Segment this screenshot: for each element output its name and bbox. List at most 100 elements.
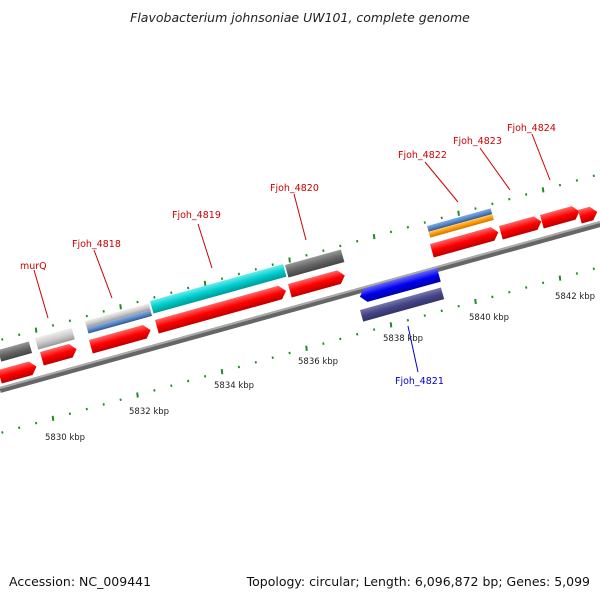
gene-bar bbox=[35, 327, 75, 350]
major-tick bbox=[136, 392, 139, 398]
tick-track-lower bbox=[1, 267, 595, 434]
gene-label: Fjoh_4819 bbox=[172, 210, 221, 221]
minor-tick bbox=[34, 421, 38, 425]
minor-tick bbox=[153, 296, 156, 299]
minor-tick bbox=[575, 179, 579, 182]
scale-label: 5830 kbp bbox=[45, 433, 85, 443]
minor-tick bbox=[423, 314, 426, 317]
minor-tick bbox=[423, 221, 426, 224]
major-tick bbox=[389, 322, 393, 328]
minor-tick bbox=[85, 314, 88, 318]
cds-arrow bbox=[499, 216, 542, 240]
minor-tick bbox=[389, 230, 393, 234]
major-tick bbox=[119, 304, 122, 310]
major-tick bbox=[558, 275, 562, 281]
major-tick bbox=[203, 280, 207, 286]
minor-tick bbox=[322, 249, 325, 252]
minor-tick bbox=[541, 281, 545, 285]
minor-tick bbox=[102, 403, 105, 406]
major-tick bbox=[34, 327, 38, 333]
major-tick bbox=[457, 210, 460, 216]
cds-arrow bbox=[155, 285, 286, 334]
minor-tick bbox=[508, 290, 511, 294]
minor-tick bbox=[119, 398, 122, 402]
minor-tick bbox=[203, 375, 207, 378]
minor-tick bbox=[271, 263, 274, 266]
cds-arrow bbox=[540, 206, 580, 229]
major-tick bbox=[220, 369, 224, 375]
gene-label: murQ bbox=[20, 261, 47, 272]
scale-label: 5836 kbp bbox=[298, 357, 338, 367]
gene-callouts: murQ Fjoh_4818 Fjoh_4819 Fjoh_4820 Fjoh_… bbox=[20, 123, 556, 387]
cds-arrow bbox=[430, 227, 499, 258]
minor-tick bbox=[592, 267, 595, 271]
gene-label: Fjoh_4824 bbox=[507, 123, 556, 134]
cds-arrow bbox=[578, 206, 598, 224]
minor-tick bbox=[592, 174, 595, 178]
minor-tick bbox=[68, 412, 72, 416]
scale-label: 5832 kbp bbox=[129, 407, 169, 417]
cds-arrow bbox=[0, 361, 37, 384]
accession-text: Accession: NC_009441 bbox=[9, 574, 152, 589]
minor-tick bbox=[339, 244, 342, 248]
scale-labels: 5830 kbp 5832 kbp 5834 kbp 5836 kbp 5838… bbox=[45, 292, 595, 443]
gene-label: Fjoh_4821 bbox=[395, 376, 444, 387]
minor-tick bbox=[136, 300, 139, 304]
minor-tick bbox=[406, 225, 410, 229]
minor-tick bbox=[372, 328, 376, 331]
backbone bbox=[0, 221, 600, 393]
minor-tick bbox=[1, 338, 4, 341]
minor-tick bbox=[102, 310, 105, 313]
gene-label: Fjoh_4820 bbox=[270, 183, 319, 194]
minor-tick bbox=[170, 384, 173, 388]
tick-track-upper bbox=[1, 174, 595, 341]
minor-tick bbox=[322, 342, 325, 345]
minor-tick bbox=[288, 351, 291, 355]
minor-tick bbox=[558, 183, 562, 187]
minor-tick bbox=[356, 332, 359, 336]
minor-tick bbox=[440, 309, 443, 313]
minor-tick bbox=[1, 431, 4, 434]
major-tick bbox=[541, 187, 545, 193]
minor-tick bbox=[271, 356, 274, 359]
minor-tick bbox=[51, 324, 55, 327]
minor-tick bbox=[474, 207, 477, 210]
major-tick bbox=[288, 257, 291, 263]
minor-tick bbox=[220, 277, 224, 280]
reverse-features bbox=[359, 268, 445, 322]
misc-feature-bar bbox=[85, 303, 153, 334]
minor-tick bbox=[339, 337, 342, 341]
summary-text: Topology: circular; Length: 6,096,872 bp… bbox=[246, 574, 590, 589]
major-tick bbox=[51, 415, 55, 422]
minor-tick bbox=[68, 319, 72, 323]
minor-tick bbox=[305, 253, 308, 257]
scale-label: 5842 kbp bbox=[555, 292, 595, 302]
gene-label: Fjoh_4823 bbox=[453, 136, 502, 147]
gene-bar-cyan bbox=[150, 264, 287, 314]
map-title: Flavobacterium johnsoniae UW101, complet… bbox=[130, 10, 470, 25]
minor-tick bbox=[440, 216, 443, 220]
minor-tick bbox=[525, 193, 528, 196]
cds-arrow bbox=[40, 343, 77, 366]
minor-tick bbox=[237, 365, 241, 369]
minor-tick bbox=[491, 202, 494, 206]
scale-label: 5834 kbp bbox=[214, 381, 254, 391]
minor-tick bbox=[457, 304, 460, 308]
major-tick bbox=[305, 345, 308, 351]
gene-bar-reverse bbox=[360, 287, 445, 322]
cds-arrow-reverse bbox=[359, 268, 441, 302]
minor-tick bbox=[237, 272, 241, 276]
minor-tick bbox=[356, 239, 359, 243]
scale-label: 5838 kbp bbox=[383, 334, 423, 344]
minor-tick bbox=[491, 295, 494, 299]
major-tick bbox=[372, 233, 376, 240]
minor-tick bbox=[254, 360, 257, 364]
misc-feature-bar bbox=[427, 208, 494, 238]
minor-tick bbox=[575, 272, 579, 275]
minor-tick bbox=[187, 286, 190, 290]
cds-arrow bbox=[89, 325, 151, 354]
gene-bar bbox=[0, 341, 33, 362]
scale-label: 5840 kbp bbox=[469, 313, 509, 323]
minor-tick bbox=[525, 286, 528, 289]
